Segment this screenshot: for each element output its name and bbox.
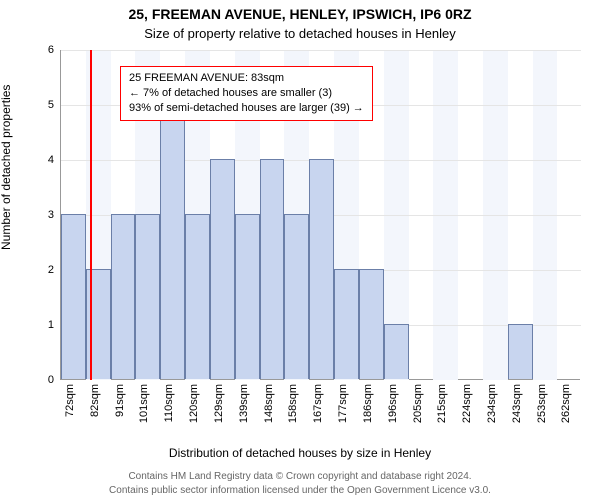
x-tick-label: 234sqm xyxy=(486,384,498,423)
x-tick-label: 129sqm xyxy=(213,384,225,423)
x-tick-label: 120sqm xyxy=(188,384,200,423)
x-tick-label: 205sqm xyxy=(412,384,424,423)
x-tick-label: 82sqm xyxy=(89,384,101,417)
y-tick-label: 4 xyxy=(24,154,54,166)
x-tick-label: 72sqm xyxy=(64,384,76,417)
histogram-bar xyxy=(508,324,533,379)
histogram-bar xyxy=(135,214,160,379)
y-tick-label: 2 xyxy=(24,264,54,276)
x-tick-label: 139sqm xyxy=(238,384,250,423)
x-tick-label: 253sqm xyxy=(536,384,548,423)
y-axis-label: Number of detached properties xyxy=(0,85,13,250)
info-line-1: 25 FREEMAN AVENUE: 83sqm xyxy=(129,71,364,86)
chart-title-sub: Size of property relative to detached ho… xyxy=(0,26,600,41)
histogram-bar xyxy=(160,104,185,379)
footer-line-2: Contains public sector information licen… xyxy=(0,485,600,496)
x-tick-label: 91sqm xyxy=(114,384,126,417)
gridline xyxy=(61,50,581,51)
x-tick-label: 158sqm xyxy=(287,384,299,423)
x-tick-label: 186sqm xyxy=(362,384,374,423)
histogram-bar xyxy=(210,159,235,379)
histogram-bar xyxy=(334,269,359,379)
y-tick-label: 6 xyxy=(24,44,54,56)
x-tick-label: 262sqm xyxy=(560,384,572,423)
x-tick-label: 148sqm xyxy=(263,384,275,423)
highlight-line xyxy=(90,50,92,380)
info-box: 25 FREEMAN AVENUE: 83sqm ← 7% of detache… xyxy=(120,66,373,121)
histogram-bar xyxy=(359,269,384,379)
x-tick-label: 177sqm xyxy=(337,384,349,423)
x-tick-label: 196sqm xyxy=(387,384,399,423)
y-tick-label: 0 xyxy=(24,374,54,386)
y-tick-label: 1 xyxy=(24,319,54,331)
info-line-3: 93% of semi-detached houses are larger (… xyxy=(129,101,364,116)
x-tick-label: 167sqm xyxy=(312,384,324,423)
x-tick-label: 243sqm xyxy=(511,384,523,423)
histogram-bar xyxy=(284,214,309,379)
x-axis-label: Distribution of detached houses by size … xyxy=(0,446,600,460)
y-tick-label: 3 xyxy=(24,209,54,221)
chart-container: 25, FREEMAN AVENUE, HENLEY, IPSWICH, IP6… xyxy=(0,0,600,500)
histogram-bar xyxy=(384,324,409,379)
x-tick-label: 110sqm xyxy=(163,384,175,422)
y-tick-label: 5 xyxy=(24,99,54,111)
footer-line-1: Contains HM Land Registry data © Crown c… xyxy=(0,471,600,482)
plot-area: 25 FREEMAN AVENUE: 83sqm ← 7% of detache… xyxy=(60,50,580,380)
info-line-2: ← 7% of detached houses are smaller (3) xyxy=(129,86,364,101)
x-tick-label: 215sqm xyxy=(436,384,448,423)
x-tick-label: 224sqm xyxy=(461,384,473,423)
histogram-bar xyxy=(309,159,334,379)
x-tick-label: 101sqm xyxy=(138,384,150,423)
histogram-bar xyxy=(61,214,86,379)
histogram-bar xyxy=(185,214,210,379)
chart-title-address: 25, FREEMAN AVENUE, HENLEY, IPSWICH, IP6… xyxy=(0,6,600,22)
histogram-bar xyxy=(235,214,260,379)
histogram-bar xyxy=(111,214,136,379)
histogram-bar xyxy=(260,159,285,379)
